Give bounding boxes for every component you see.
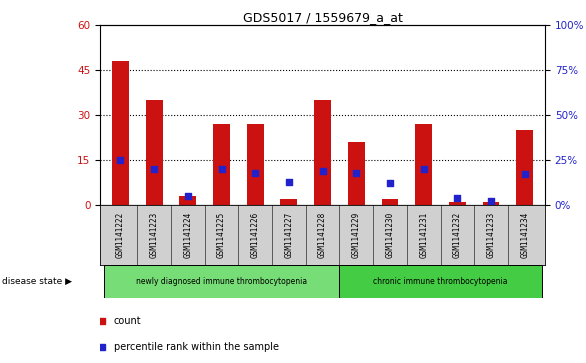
Point: [116, 157, 125, 163]
Bar: [348, 142, 364, 205]
Point: [251, 170, 260, 176]
Text: GSM1141230: GSM1141230: [386, 212, 394, 258]
Text: GSM1141228: GSM1141228: [318, 212, 327, 258]
Bar: [415, 124, 432, 205]
Text: GSM1141234: GSM1141234: [520, 212, 529, 258]
Bar: [281, 199, 297, 205]
Text: disease state ▶: disease state ▶: [2, 277, 71, 286]
Text: GSM1141231: GSM1141231: [419, 212, 428, 258]
Bar: [339, 265, 541, 298]
Point: [386, 180, 395, 186]
Bar: [449, 202, 466, 205]
Text: GSM1141224: GSM1141224: [183, 212, 192, 258]
Point: [452, 195, 462, 201]
Point: [419, 166, 428, 172]
Bar: [516, 130, 533, 205]
Text: percentile rank within the sample: percentile rank within the sample: [114, 342, 278, 352]
Bar: [146, 100, 162, 205]
Text: GSM1141226: GSM1141226: [251, 212, 260, 258]
Text: GSM1141225: GSM1141225: [217, 212, 226, 258]
Text: count: count: [114, 316, 141, 326]
Point: [318, 168, 327, 174]
Bar: [247, 124, 264, 205]
Point: [149, 166, 159, 172]
Point: [352, 170, 361, 176]
Text: GSM1141222: GSM1141222: [116, 212, 125, 258]
Point: [217, 166, 226, 172]
Text: chronic immune thrombocytopenia: chronic immune thrombocytopenia: [373, 277, 508, 286]
Point: [183, 193, 192, 199]
Title: GDS5017 / 1559679_a_at: GDS5017 / 1559679_a_at: [243, 11, 403, 24]
Point: [284, 179, 294, 185]
Bar: [483, 202, 499, 205]
Bar: [381, 199, 398, 205]
Bar: [179, 196, 196, 205]
Text: GSM1141223: GSM1141223: [149, 212, 159, 258]
Text: GSM1141232: GSM1141232: [453, 212, 462, 258]
Text: newly diagnosed immune thrombocytopenia: newly diagnosed immune thrombocytopenia: [136, 277, 307, 286]
Bar: [213, 124, 230, 205]
Bar: [314, 100, 331, 205]
Point: [520, 172, 530, 178]
Text: GSM1141227: GSM1141227: [284, 212, 294, 258]
Bar: [104, 265, 339, 298]
Point: [486, 199, 496, 204]
Text: GSM1141233: GSM1141233: [486, 212, 496, 258]
Text: GSM1141229: GSM1141229: [352, 212, 361, 258]
Bar: [112, 61, 129, 205]
